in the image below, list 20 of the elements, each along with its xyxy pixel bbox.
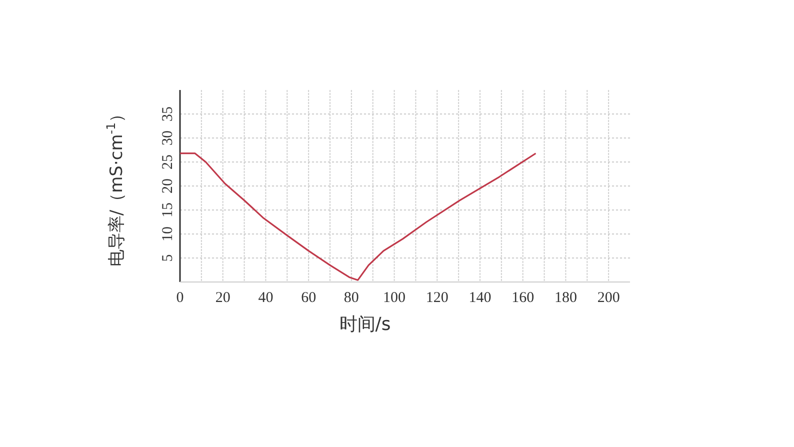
x-tick-label: 40	[258, 290, 274, 306]
x-tick-label: 60	[301, 290, 316, 306]
y-tick-label: 35	[160, 106, 176, 122]
y-tick-label: 30	[160, 130, 176, 146]
x-tick-label: 20	[215, 290, 230, 306]
x-tick-label: 200	[597, 290, 620, 306]
x-axis-title: 时间/s	[339, 314, 391, 335]
x-tick-label: 0	[176, 290, 184, 306]
y-tick-label: 10	[160, 226, 176, 242]
y-tick-label: 25	[160, 154, 176, 170]
y-tick-label: 15	[160, 202, 176, 218]
line-series	[179, 152, 537, 281]
x-tick-label: 120	[426, 290, 448, 306]
x-tick-label: 80	[344, 290, 359, 306]
x-tick-label: 100	[383, 290, 406, 306]
y-tick-label: 20	[160, 178, 176, 194]
x-tick-label: 140	[468, 290, 492, 306]
x-tick-label: 180	[554, 290, 577, 306]
y-tick-label: 5	[160, 254, 176, 262]
x-tick-label: 160	[512, 290, 534, 306]
